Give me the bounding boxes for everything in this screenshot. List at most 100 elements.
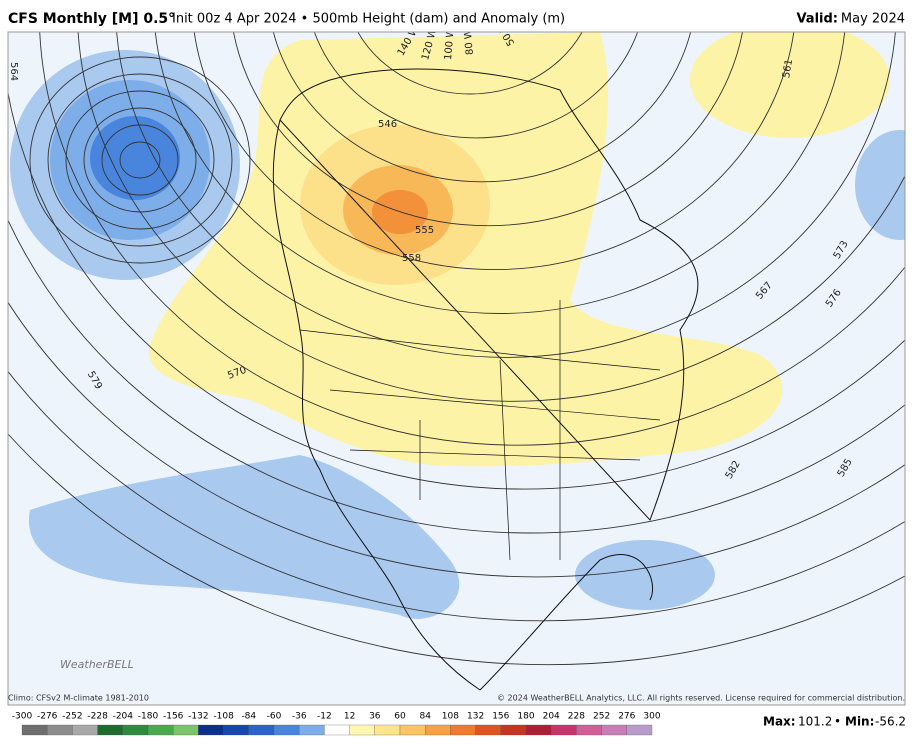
contour-line (83, 107, 197, 213)
colorbar-tick-label: 60 (394, 712, 406, 722)
colorbar-tick-label: 156 (492, 712, 509, 722)
contour-label: 555 (415, 225, 434, 236)
colorbar-tick-label: 84 (419, 712, 431, 722)
colorbar-cell (122, 724, 149, 736)
contour-line (193, 32, 795, 270)
colorbar-cell (299, 724, 325, 736)
contour-line (116, 32, 896, 358)
colorbar-tick-label: 276 (618, 712, 635, 722)
min-value: -56.2 (875, 715, 906, 729)
climo-note: Climo: CFSv2 M-climate 1981-2010 (8, 694, 149, 703)
colorbar-tick-label: -156 (163, 712, 184, 722)
subtitle: Init 00z 4 Apr 2024 • 500mb Height (dam)… (172, 12, 565, 27)
positive-anomaly (690, 32, 890, 138)
colorbar-tick-label: -228 (87, 712, 108, 722)
valid: May 2024 (841, 12, 905, 27)
logo: WeatherBELL (60, 658, 134, 671)
contour-line (8, 301, 905, 578)
negative-anomaly (575, 540, 715, 610)
colorbar-cell (72, 724, 98, 736)
colorbar-tick-label: 252 (593, 712, 610, 722)
colorbar-cell (147, 724, 174, 736)
contour-line (8, 218, 905, 534)
colorbar-tick-label: 300 (643, 712, 660, 722)
contour-line (29, 56, 251, 264)
colorbar-cell (525, 724, 552, 736)
contour-line (65, 90, 215, 230)
colorbar-tick-label: 36 (369, 712, 381, 722)
colorbar-tick-label: 228 (568, 712, 585, 722)
title: CFS Monthly [M] 0.5° (8, 11, 175, 27)
colorbar-tick-label: -204 (113, 712, 134, 722)
contour-line (8, 370, 905, 622)
colorbar-tick-label: 12 (344, 712, 355, 722)
min-label: Min: (845, 715, 874, 729)
contour-line (313, 32, 639, 139)
contour-line (39, 32, 905, 446)
map-frame (7, 31, 906, 706)
colorbar-cell (223, 724, 249, 736)
contour-line (8, 89, 905, 490)
colorbar-cell (248, 724, 275, 736)
colorbar-cell (198, 724, 224, 736)
negative-anomaly (855, 130, 905, 240)
meridian-label: 100 W (443, 27, 457, 60)
meridian-label: 80 W (463, 29, 476, 56)
contour-line (8, 433, 905, 665)
contour-label: 564 (8, 62, 19, 81)
max-label: Max: (763, 715, 796, 729)
contour-line (233, 32, 743, 227)
colorbar-cell (97, 724, 123, 736)
colorbar-cell (324, 724, 350, 736)
colorbar-cell (374, 724, 401, 736)
colorbar-tick-label: 132 (467, 712, 484, 722)
contour-line (119, 141, 161, 179)
negative-anomaly (28, 455, 460, 619)
contour-line (154, 32, 846, 314)
colorbar-cell (173, 724, 199, 736)
colorbar-cell (425, 724, 451, 736)
contour-label: 546 (378, 119, 397, 130)
contour-label: 558 (402, 253, 421, 264)
colorbar-cell (626, 724, 653, 736)
contour-line (101, 124, 179, 196)
colorbar: -300 -276 -252 -228 -204 -180 -156 -132 -108 -84 -… (12, 712, 661, 736)
contour-label: 561 (781, 58, 795, 79)
colorbar-tick-label: -36 (292, 712, 307, 722)
max-value: 101.2 (798, 715, 832, 729)
colorbar-tick-label: -180 (138, 712, 159, 722)
colorbar-tick-label: -12 (317, 712, 332, 722)
colorbar-cell (399, 724, 426, 736)
colorbar-cell (273, 724, 300, 736)
colorbar-tick-label: -300 (12, 712, 33, 722)
coastline (272, 68, 699, 691)
valid-label: Valid: (796, 12, 838, 27)
colorbar-tick-label: -108 (213, 712, 234, 722)
colorbar-cell (601, 724, 627, 736)
colorbar-tick-label: -276 (37, 712, 58, 722)
map: 140 W 120 W 100 W 80 W 50 W 564 579 570 … (8, 27, 905, 705)
copyright: © 2024 WeatherBELL Analytics, LLC. All r… (497, 694, 905, 703)
colorbar-cell (475, 724, 501, 736)
colorbar-cell (349, 724, 375, 736)
colorbar-cell (450, 724, 476, 736)
colorbar-tick-label: 204 (543, 712, 560, 722)
contour-line (272, 32, 692, 183)
colorbar-tick-label: 108 (442, 712, 459, 722)
colorbar-cell (47, 724, 73, 736)
contour-line (77, 32, 905, 402)
contour-line (357, 32, 583, 95)
colorbar-tick-label: -252 (62, 712, 82, 722)
negative-anomaly (90, 116, 180, 200)
colorbar-tick-label: -60 (267, 712, 282, 722)
colorbar-tick-label: -132 (188, 712, 208, 722)
colorbar-tick-label: -84 (241, 712, 256, 722)
contour-line (47, 73, 233, 247)
borders (299, 300, 661, 561)
colorbar-cell (500, 724, 527, 736)
colorbar-cell (551, 724, 577, 736)
colorbar-tick-label: 180 (517, 712, 534, 722)
colorbar-cell (21, 724, 48, 736)
colorbar-cell (576, 724, 602, 736)
